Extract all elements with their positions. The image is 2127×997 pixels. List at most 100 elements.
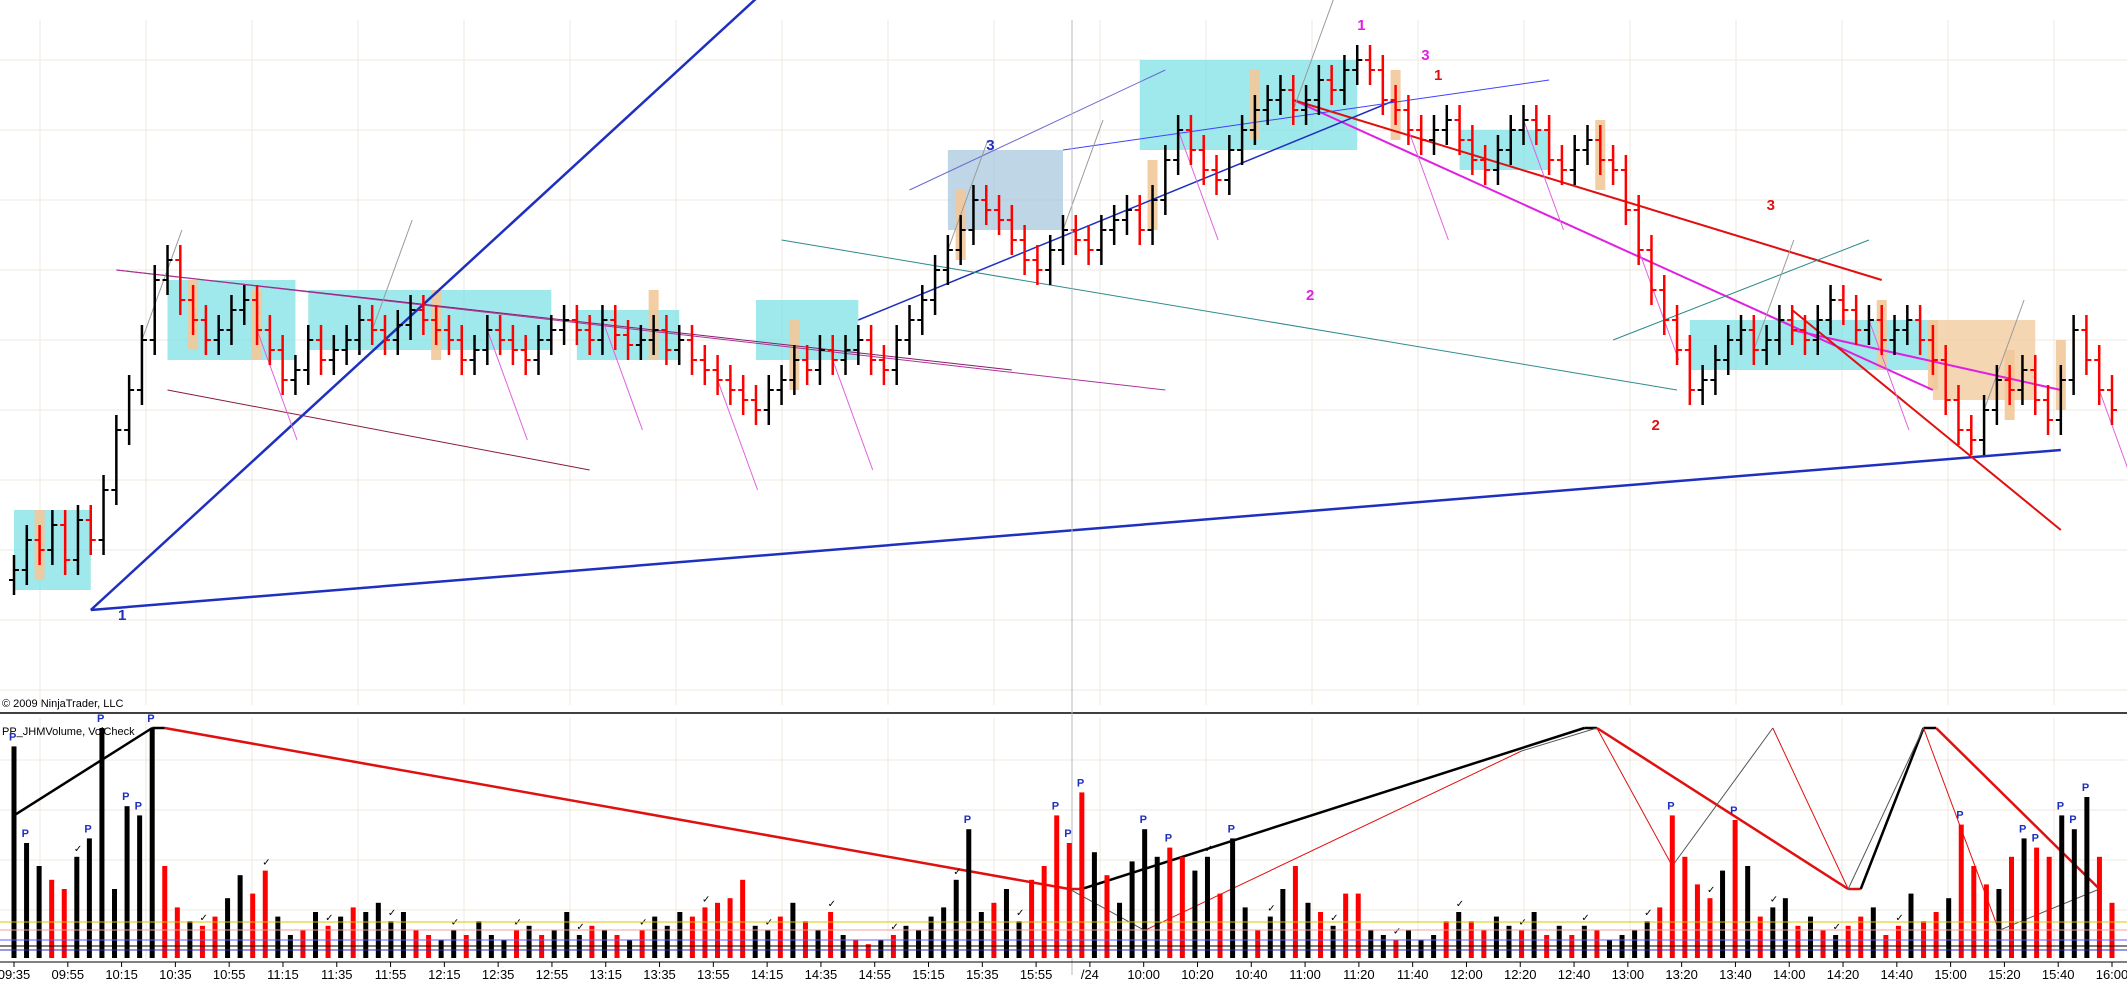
- price-bar: [1301, 85, 1312, 125]
- volume-bar: [1720, 870, 1726, 958]
- check-marker: ✓: [199, 913, 207, 924]
- pivot-marker: P: [964, 814, 971, 826]
- wave-labels: 123123123: [118, 17, 1775, 624]
- volume-bar: [1933, 912, 1939, 958]
- pivot-marker: P: [1956, 810, 1963, 822]
- check-marker: ✓: [1581, 913, 1589, 924]
- pivot-marker: P: [9, 731, 16, 743]
- trend-line: [89, 0, 757, 611]
- price-bar: [2004, 365, 2015, 405]
- price-bar: [405, 295, 416, 340]
- price-bar: [1569, 135, 1580, 185]
- tick-label: 11:55: [375, 967, 407, 982]
- tick-label: 14:40: [1881, 967, 1914, 982]
- volume-bar: [1795, 925, 1801, 958]
- volume-bar: [2071, 829, 2077, 958]
- price-bar: [2017, 355, 2028, 405]
- price-bar: [610, 305, 621, 350]
- volume-bar: [1958, 824, 1964, 958]
- pivot-marker: P: [1052, 800, 1059, 812]
- price-bar: [1006, 205, 1017, 255]
- pivot-marker: P: [22, 828, 29, 840]
- volume-bar: [564, 912, 570, 958]
- check-marker: ✓: [765, 917, 773, 928]
- price-bar: [533, 325, 544, 375]
- price-bar: [290, 355, 301, 395]
- price-bar: [1237, 115, 1248, 165]
- price-bar: [2055, 365, 2066, 435]
- price-bar: [264, 315, 275, 365]
- fan-line: [256, 329, 298, 441]
- volume-bar: [86, 838, 92, 958]
- price-bar: [1723, 325, 1734, 375]
- price-bar: [597, 305, 608, 355]
- price-bar: [559, 305, 570, 345]
- volume-bar: [2034, 847, 2040, 958]
- price-bar: [1684, 335, 1695, 405]
- price-bar: [942, 235, 953, 285]
- fan-line: [141, 229, 183, 341]
- price-bar: [1480, 145, 1491, 185]
- price-bar: [507, 325, 518, 365]
- pivot-marker: P: [84, 823, 91, 835]
- volume-bar: [363, 912, 369, 958]
- price-bar: [1672, 305, 1683, 365]
- pivot-marker: P: [97, 713, 104, 725]
- volume-bar: [212, 916, 218, 958]
- fan-line: [2098, 389, 2127, 468]
- volume-bar: [300, 930, 306, 958]
- volume-bar: [941, 907, 947, 958]
- trend-lines: [89, 0, 2127, 612]
- check-marker: ✓: [890, 922, 898, 933]
- volume-bar: [1895, 925, 1901, 958]
- pivot-marker: P: [2069, 814, 2076, 826]
- price-bar: [1953, 385, 1964, 445]
- volume-bar: [451, 930, 457, 958]
- volume-bar: [1255, 930, 1261, 958]
- price-bar: [981, 185, 992, 225]
- price-bar: [1121, 195, 1132, 235]
- volume-bar: [865, 944, 871, 958]
- tick-label: 14:20: [1827, 967, 1860, 982]
- volume-bar: [1129, 861, 1135, 958]
- pivot-marker: P: [1667, 800, 1674, 812]
- volume-bar: [1732, 820, 1738, 958]
- price-bar: [2094, 345, 2105, 405]
- price-bar: [85, 505, 96, 555]
- price-bar: [1109, 205, 1120, 245]
- volume-bar: [1946, 898, 1952, 958]
- price-bar: [1339, 55, 1350, 105]
- price-bar: [2043, 385, 2054, 435]
- price-bar: [2107, 375, 2117, 425]
- consolidation-box: [1139, 60, 1358, 150]
- volume-bar: [689, 916, 695, 958]
- volume-bar: [1142, 829, 1148, 958]
- zigzag-segment: [1859, 727, 1925, 890]
- price-bar: [1365, 45, 1376, 85]
- tick-label: 10:55: [213, 967, 246, 982]
- fan-line: [601, 319, 643, 431]
- pivot-marker: P: [2082, 782, 2089, 794]
- tick-label: 14:35: [805, 967, 838, 982]
- volume-bar: [2008, 856, 2014, 958]
- volume-bar: [2059, 815, 2065, 958]
- price-bar: [111, 415, 122, 505]
- zigzag-thin: [1671, 727, 1774, 867]
- price-bar: [699, 345, 710, 385]
- price-bar: [968, 185, 979, 245]
- volume-bar: [727, 898, 733, 958]
- volume-bar: [124, 806, 130, 958]
- volume-bar: [1003, 889, 1009, 958]
- tick-label: 12:35: [482, 967, 515, 982]
- volume-bar: [1820, 930, 1826, 958]
- fan-line: [1407, 129, 1449, 241]
- volume-bar: [162, 866, 168, 958]
- volume-bar: [2021, 838, 2027, 958]
- price-bar: [1633, 195, 1644, 265]
- check-marker: ✓: [953, 867, 961, 878]
- volume-bar: [24, 843, 30, 958]
- check-marker: ✓: [576, 922, 584, 933]
- price-bar: [72, 505, 83, 575]
- tick-label: 11:35: [321, 967, 353, 982]
- price-bar: [1736, 315, 1747, 355]
